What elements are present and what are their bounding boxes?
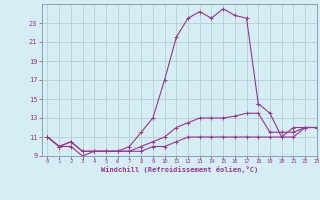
X-axis label: Windchill (Refroidissement éolien,°C): Windchill (Refroidissement éolien,°C) [100,166,258,173]
